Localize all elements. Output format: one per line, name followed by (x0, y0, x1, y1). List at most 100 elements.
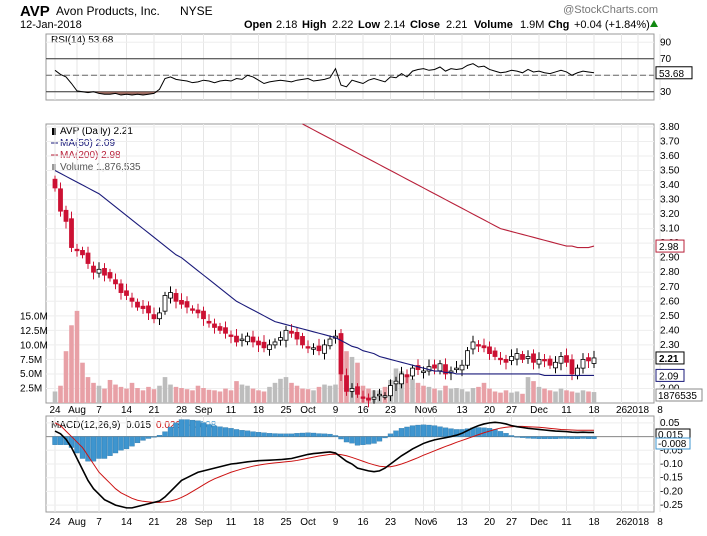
price-tick-label: 3.70 (660, 136, 680, 147)
macd-histogram-bar (404, 426, 410, 437)
macd-histogram-bar (316, 433, 322, 437)
price-candle (492, 347, 498, 361)
macd-histogram-bar (442, 427, 449, 437)
macd-tick-label: -0.25 (660, 500, 683, 511)
volume-bar (531, 381, 536, 403)
price-candle (542, 354, 547, 368)
macd-histogram-bar (420, 424, 427, 437)
price-candle (404, 369, 410, 384)
price-candle (91, 261, 96, 280)
candle-body (399, 373, 404, 385)
candle-body (388, 385, 393, 397)
candle-body (135, 301, 140, 308)
candle-body (300, 336, 305, 346)
macd-histogram-bar (239, 430, 245, 437)
macd-histogram-bar (514, 436, 520, 438)
candle-body (245, 335, 250, 343)
price-candle (80, 246, 85, 259)
macd-histogram-bar (101, 436, 108, 459)
volume-bar (503, 390, 509, 403)
candle-body (107, 272, 113, 279)
x-tick-label: Sep (195, 517, 213, 528)
macd-histogram-bar (294, 433, 300, 437)
macd-histogram-bar (525, 436, 531, 439)
candle-body (316, 345, 322, 352)
price-candle (102, 263, 107, 282)
macd-histogram-bar (162, 431, 168, 437)
volume-bar (316, 386, 322, 403)
macd-histogram-bar (393, 430, 399, 437)
volume-bar (558, 388, 564, 403)
company-name: Avon Products, Inc. (56, 4, 160, 18)
price-candle (437, 360, 443, 375)
x-tick-label: 14 (121, 405, 133, 416)
candle-body (96, 268, 102, 274)
x-tick-label: Dec (530, 517, 548, 528)
macd-histogram-bar (272, 433, 278, 437)
macd-histogram-bar (398, 428, 405, 437)
macd-histogram-bar (52, 436, 58, 445)
volume-bar (135, 388, 140, 403)
price-candle (558, 351, 564, 371)
macd-histogram-bar (184, 419, 190, 437)
price-candle (151, 307, 157, 324)
macd-histogram-bar (387, 433, 394, 437)
price-candle (470, 335, 476, 355)
macd-hist-last-value: -0.008 (658, 439, 687, 450)
macd-histogram-bar (376, 436, 383, 442)
price-candle (157, 307, 162, 325)
macd-histogram-bar (206, 424, 212, 437)
x-tick-label: 20 (484, 405, 496, 416)
x-tick-label: 6 (432, 405, 438, 416)
price-tick-label: 3.30 (660, 195, 680, 206)
volume-bar (327, 385, 333, 403)
candle-body (278, 337, 283, 341)
volume-bar (217, 391, 223, 403)
volume-bar (487, 388, 492, 403)
volume-bar (85, 377, 91, 403)
price-candle (206, 314, 212, 328)
x-tick-label: 28 (176, 517, 188, 528)
price-candle (498, 351, 503, 365)
candle-body (503, 359, 509, 363)
price-candle (322, 339, 327, 360)
price-candle (173, 288, 179, 309)
candle-body (118, 283, 124, 293)
rsi-last-value-box (655, 66, 693, 80)
macd-histogram-bar (217, 426, 223, 437)
x-tick-label: 21 (148, 405, 160, 416)
x-tick-label: 28 (176, 405, 188, 416)
macd-histogram-bar (288, 433, 295, 437)
volume-bar (195, 385, 201, 403)
candle-body (454, 367, 459, 371)
candle-body (404, 374, 410, 378)
x-tick-label: 2018 (627, 405, 650, 416)
macd-histogram-bar (107, 436, 113, 456)
price-candle (85, 246, 91, 269)
price-candle (135, 298, 140, 311)
macd-histogram-bar (277, 433, 284, 437)
volume-bar (206, 389, 212, 403)
x-tick-label: 24 (49, 405, 61, 416)
volume-bar (448, 388, 454, 403)
price-candle (344, 368, 349, 396)
candle-body (58, 188, 63, 212)
volume-bar (52, 391, 58, 403)
price-candle (96, 262, 102, 278)
volume-last-value-box (655, 388, 703, 402)
price-candle (261, 335, 267, 353)
volume-bar (96, 385, 102, 403)
volume-legend: Volume 1,876,535 (60, 162, 141, 173)
high-value: 2.22 (332, 19, 353, 31)
candle-body (520, 354, 525, 360)
ma50-legend: MA(50) 2.09 (60, 138, 115, 149)
ma50-last-value-box (655, 368, 685, 382)
macd-histogram-bar (431, 425, 438, 437)
x-tick-label: Nov (415, 405, 433, 416)
price-candle (360, 390, 366, 403)
candle-body (52, 178, 58, 189)
macd-histogram-bar (74, 436, 80, 454)
volume-bar (256, 390, 261, 403)
x-tick-label: Nov (415, 517, 433, 528)
price-legend: AVP (Daily) 2.21 (60, 126, 133, 137)
